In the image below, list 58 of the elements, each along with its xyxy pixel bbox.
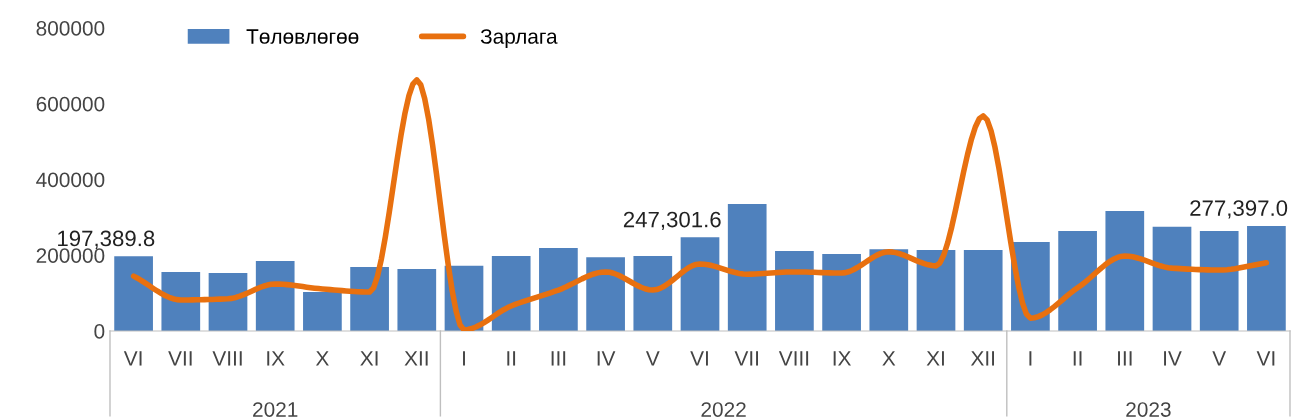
x-tick-label: X: [315, 351, 329, 366]
x-tick-label: III: [551, 351, 566, 366]
x-tick-label: VIII: [212, 351, 242, 366]
bar: [775, 251, 814, 331]
x-tick-label: V: [645, 351, 660, 366]
x-tick-label: V: [1212, 351, 1227, 366]
x-tick-label: XII: [404, 351, 428, 366]
bar: [1247, 225, 1286, 331]
bar: [586, 257, 625, 331]
legend-label: Төлөвлөгөө: [246, 29, 359, 44]
bar: [916, 249, 956, 331]
bar: [869, 249, 909, 331]
y-tick-label: 600000: [36, 96, 105, 112]
bar: [963, 249, 1003, 331]
x-tick-label: VI: [690, 351, 708, 366]
bar: [255, 260, 295, 331]
x-tick-label: VII: [168, 351, 192, 366]
x-tick-label: XI: [926, 351, 944, 366]
x-tick-label: VI: [123, 351, 142, 366]
bar: [1152, 226, 1192, 331]
y-tick-label: 400000: [36, 172, 105, 188]
bar: [303, 291, 342, 331]
bar: [397, 268, 437, 331]
bar: [727, 204, 767, 331]
bar: [539, 248, 578, 331]
x-tick-label: I: [1029, 351, 1032, 366]
x-tick-label: IV: [597, 351, 616, 366]
y-tick-label: 0: [94, 324, 105, 339]
text: 2021: [253, 402, 298, 417]
text: 2023: [1126, 402, 1171, 417]
x-tick-label: IX: [833, 351, 851, 366]
x-tick-label: II: [507, 351, 516, 366]
x-tick-label: X: [882, 351, 896, 366]
bar: [680, 237, 720, 331]
legend-label: Зарлага: [480, 29, 558, 48]
data-label: 247,301.6: [623, 211, 721, 231]
text: 2022: [701, 402, 746, 417]
x-tick-label: VII: [734, 351, 759, 366]
x-tick-label: VI: [1256, 351, 1275, 366]
x-tick-label: IV: [1164, 351, 1182, 366]
data-label: 277,397.0: [1190, 200, 1288, 219]
data-label: 197,389.8: [58, 230, 155, 249]
bar: [822, 254, 861, 331]
bar: [491, 256, 531, 331]
bar: [633, 256, 673, 331]
x-tick-label: VIII: [778, 351, 809, 366]
x-tick-label: III: [1118, 351, 1132, 366]
x-tick-label: XI: [360, 351, 378, 366]
x-tick-label: IX: [267, 351, 285, 366]
x-tick-label: II: [1073, 351, 1082, 366]
y-tick-label: 200000: [36, 248, 105, 263]
bar: [1058, 231, 1097, 331]
y-tick-label: 800000: [36, 21, 105, 36]
bar: [114, 256, 153, 331]
bar: [1105, 210, 1145, 331]
x-tick-label: I: [463, 351, 465, 366]
bar: [1199, 231, 1239, 331]
x-tick-label: XII: [970, 351, 995, 366]
